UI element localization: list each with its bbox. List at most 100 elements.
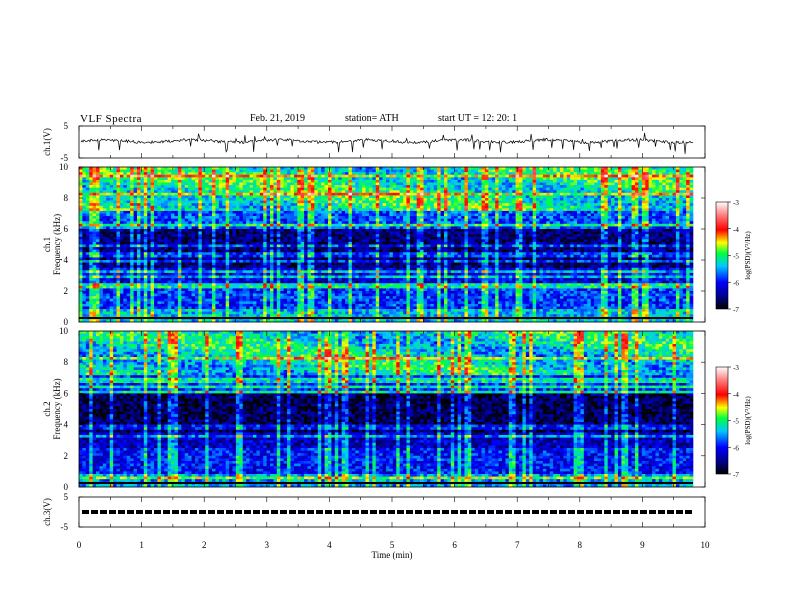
spectrogram-cell [355,192,360,196]
spectrogram-cell [89,177,93,181]
spectrogram-cell [256,210,261,214]
spectrogram-cell [594,210,598,214]
spectrogram-cell [212,187,216,191]
spectrogram-cell [164,216,168,219]
spectrogram-cell [396,195,400,199]
spectrogram-cell [177,179,182,183]
spectrogram-cell [498,223,503,227]
spectrogram-cell [345,195,349,199]
spectrogram-cell [130,234,134,238]
spectrogram-cell [573,203,578,207]
spectrogram-cell [450,226,455,230]
spectrogram-cell [447,167,452,170]
spectrogram-cell [611,177,615,181]
spectrogram-cell [423,216,428,219]
spectrogram-cell [638,208,643,212]
spectrogram-cell [160,218,165,222]
spectrogram-cell [205,185,209,188]
spectrogram-cell [423,221,428,225]
spectrogram-cell [287,213,291,217]
spectrogram-cell [648,216,653,219]
spectrogram-cell [457,234,462,238]
spectrogram-cell [549,169,554,173]
spectrogram-cell [454,185,458,188]
spectrogram-cell [171,226,175,230]
spectrogram-cell [188,182,192,186]
spectrogram-cell [495,203,499,207]
spectrogram-cell [532,187,537,191]
spectrogram-cell [188,203,192,207]
spectrogram-cell [553,185,557,188]
spectrogram-cell [314,179,319,183]
spectrogram-cell [372,182,377,186]
spectrogram-cell [113,177,117,181]
spectrogram-cell [614,210,619,214]
spectrogram-cell [467,169,472,173]
spectrogram-cell [113,190,117,194]
spectrogram-cell [580,223,585,227]
spectrogram-cell [406,221,411,225]
spectrogram-cell [457,221,462,225]
spectrogram-cell [348,229,353,232]
spectrogram-cell [358,216,363,219]
spectrogram-cell [648,185,653,188]
spectrogram-cell [658,198,663,201]
spectrogram-cell [546,216,551,219]
spectrogram-cell [167,221,172,225]
spectrogram-cell [532,216,537,219]
spectrogram-cell [409,216,414,219]
spectrogram-cell [423,192,428,196]
spectrogram-cell [191,198,196,201]
spectrogram-cell [416,192,421,196]
spectrogram-cell [249,172,254,176]
spectrogram-cell [426,177,431,181]
spectrogram-cell [348,226,353,230]
spectrogram-cell [635,200,639,204]
spectrogram-cell [297,208,302,212]
spectrogram-cell [123,190,128,194]
spectrogram-cell [590,229,595,232]
spectrogram-cell [348,192,353,196]
spectrogram-cell [232,182,237,186]
spectrogram-cell [621,177,626,181]
spectrogram-cell [102,205,107,209]
spectrogram-cell [583,229,588,232]
spectrogram-cell [426,182,431,186]
spectrogram-cell [215,198,220,201]
spectrogram-cell [321,192,325,196]
spectrogram-cell [512,231,516,235]
spectrogram-cell [450,185,455,188]
spectrogram-cell [270,174,274,178]
spectrogram-cell [413,190,417,194]
spectrogram-cell [201,195,206,199]
spectrogram-cell [662,167,667,170]
spectrogram-cell [154,213,158,217]
spectrogram-cell [256,216,261,219]
spectrogram-cell [167,174,172,178]
spectrogram-cell [652,177,656,181]
spectrogram-cell [147,167,151,170]
spectrogram-cell [201,167,206,170]
spectrogram-cell [679,190,684,194]
spectrogram-cell [362,192,366,196]
spectrogram-cell [484,221,489,225]
spectrogram-cell [154,179,158,183]
spectrogram-cell [495,187,499,191]
spectrogram-cell [519,174,523,178]
spectrogram-cell [198,169,203,173]
spectrogram-cell [597,169,602,173]
spectrogram-cell [140,179,145,183]
spectrogram-cell [116,172,121,176]
spectrogram-cell [604,231,609,235]
spectrogram-cell [587,226,591,230]
spectrogram-cell [246,179,250,183]
spectrogram-cell [140,187,145,191]
spectrogram-cell [461,213,465,217]
spectrogram-cell [386,185,390,188]
spectrogram-cell [215,203,220,207]
spectrogram-cell [553,231,557,235]
spectrogram-cell [215,226,220,230]
spectrogram-cell [239,190,244,194]
spectrogram-cell [675,234,680,238]
spectrogram-cell [351,218,356,222]
